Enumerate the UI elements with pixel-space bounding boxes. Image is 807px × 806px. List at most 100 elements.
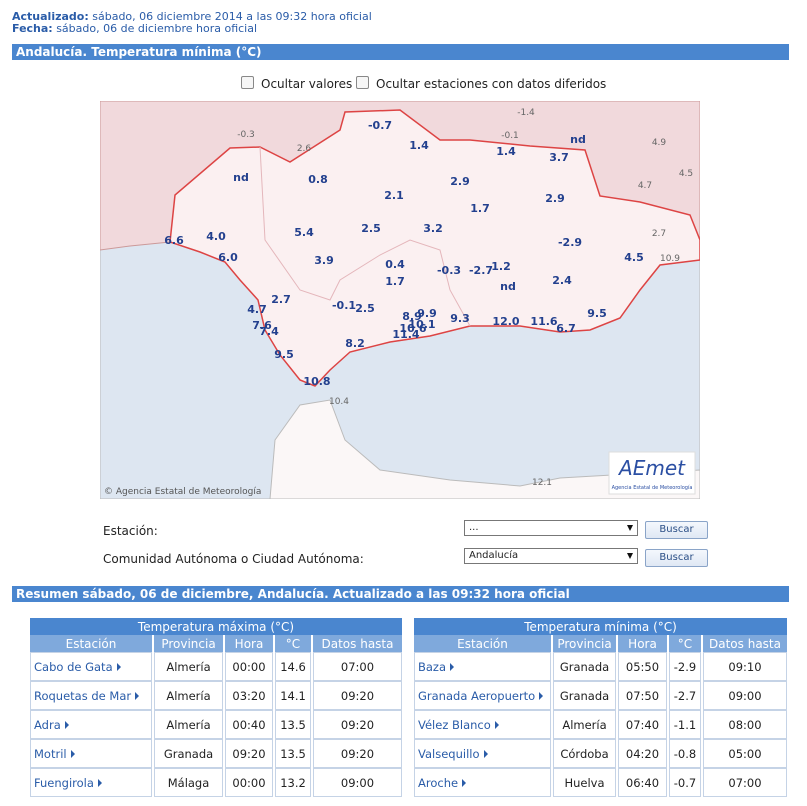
station-select[interactable]: ... xyxy=(464,520,638,536)
table-row: Adra Almería 00:40 13.5 09:20 xyxy=(30,710,402,739)
cell: 05:50 xyxy=(618,652,667,681)
table-title-row: Temperatura mínima (°C) xyxy=(414,618,787,635)
table-row: Fuengirola Málaga 00:00 13.2 09:00 xyxy=(30,768,402,797)
station-value: 3.9 xyxy=(314,254,334,267)
column-header: Datos hasta xyxy=(313,635,402,652)
station-value: 8.9 xyxy=(402,310,422,323)
station-value: 1.2 xyxy=(491,260,511,273)
search-button[interactable]: Buscar xyxy=(645,521,708,539)
other-value: -1.4 xyxy=(517,108,535,118)
station-value: 7.6 xyxy=(252,319,272,332)
table-title: Temperatura máxima (°C) xyxy=(30,618,402,635)
station-link[interactable]: Fuengirola xyxy=(30,768,152,797)
station-link[interactable]: Baza xyxy=(414,652,551,681)
cell: Málaga xyxy=(154,768,223,797)
header-row: Estación Provincia Hora °C Datos hasta xyxy=(414,635,787,652)
other-value: 2.7 xyxy=(652,229,666,239)
table-title-row: Temperatura máxima (°C) xyxy=(30,618,402,635)
updated-value: sábado, 06 diciembre 2014 a las 09:32 ho… xyxy=(92,10,372,23)
column-header: Provincia xyxy=(154,635,223,652)
station-value: 2.9 xyxy=(450,175,470,188)
region-select[interactable]: Andalucía xyxy=(464,548,638,564)
cell: Huelva xyxy=(553,768,616,797)
cell: 09:20 xyxy=(225,739,273,768)
station-link[interactable]: Motril xyxy=(30,739,152,768)
station-value: -2.9 xyxy=(558,236,582,249)
column-header: Hora xyxy=(618,635,667,652)
station-value: 12.0 xyxy=(492,315,519,328)
cell: 09:10 xyxy=(703,652,787,681)
summary-table: Temperatura mínima (°C) Estación Provincia… xyxy=(412,618,789,797)
station-value: 10.6 xyxy=(399,322,426,335)
other-value: -0.1 xyxy=(501,131,519,141)
station-value: 2.9 xyxy=(545,192,565,205)
station-value: 11.6 xyxy=(530,315,557,328)
station-value: 5.4 xyxy=(294,226,314,239)
cell: -1.1 xyxy=(669,710,701,739)
cell: Almería xyxy=(553,710,616,739)
cell: Granada xyxy=(553,681,616,710)
station-link[interactable]: Cabo de Gata xyxy=(30,652,152,681)
station-value: 9.3 xyxy=(450,312,470,325)
table-title: Temperatura mínima (°C) xyxy=(414,618,787,635)
station-value: 3.7 xyxy=(549,151,569,164)
option-label: Ocultar valores xyxy=(261,77,353,91)
cell: 14.1 xyxy=(275,681,311,710)
province-borders xyxy=(259,146,471,327)
cell: 09:00 xyxy=(703,681,787,710)
station-value: 2.4 xyxy=(552,274,572,287)
cell: 13.2 xyxy=(275,768,311,797)
header-row: Estación Provincia Hora °C Datos hasta xyxy=(30,635,402,652)
station-value: 6.6 xyxy=(164,234,184,247)
other-value: 10.4 xyxy=(329,397,349,407)
cell: -2.7 xyxy=(669,681,701,710)
logo-box xyxy=(608,451,696,495)
table-row: Aroche Huelva 06:40 -0.7 07:00 xyxy=(414,768,787,797)
station-value: -0.7 xyxy=(368,119,392,132)
station-value: 11.4 xyxy=(392,328,419,341)
station-link[interactable]: Valsequillo xyxy=(414,739,551,768)
station-link[interactable]: Vélez Blanco xyxy=(414,710,551,739)
summary-table: Temperatura máxima (°C) Estación Provincia… xyxy=(28,618,404,797)
table-row: Vélez Blanco Almería 07:40 -1.1 08:00 xyxy=(414,710,787,739)
cell: -0.8 xyxy=(669,739,701,768)
date-value: sábado, 06 de diciembre hora oficial xyxy=(56,22,258,35)
station-value: 1.7 xyxy=(385,275,405,288)
column-header: °C xyxy=(275,635,311,652)
station-value: 9.5 xyxy=(587,307,607,320)
station-value: 9.9 xyxy=(417,307,437,320)
search-button[interactable]: Buscar xyxy=(645,549,708,567)
other-value: -0.3 xyxy=(237,130,255,140)
option[interactable]: Ocultar valores xyxy=(241,76,352,91)
table-row: Granada Aeropuerto Granada 07:50 -2.7 09:00 xyxy=(414,681,787,710)
station-link[interactable]: Adra xyxy=(30,710,152,739)
table-row: Baza Granada 05:50 -2.9 09:10 xyxy=(414,652,787,681)
date-label: Fecha: xyxy=(12,22,53,35)
updated-label: Actualizado: xyxy=(12,10,89,23)
cell: 14.6 xyxy=(275,652,311,681)
station-value: 1.4 xyxy=(496,145,516,158)
cell: 06:40 xyxy=(618,768,667,797)
cell: 13.5 xyxy=(275,710,311,739)
station-link[interactable]: Roquetas de Mar xyxy=(30,681,152,710)
station-value: 0.8 xyxy=(308,173,328,186)
option[interactable]: Ocultar estaciones con datos diferidos xyxy=(356,76,606,91)
station-link[interactable]: Aroche xyxy=(414,768,551,797)
table-row: Cabo de Gata Almería 00:00 14.6 07:00 xyxy=(30,652,402,681)
station-value: nd xyxy=(233,171,249,184)
cell: 07:00 xyxy=(313,652,402,681)
station-label: Estación: xyxy=(103,524,158,538)
station-link[interactable]: Granada Aeropuerto xyxy=(414,681,551,710)
station-value: -0.3 xyxy=(437,264,461,277)
station-value: 4.0 xyxy=(206,230,226,243)
station-value: 6.0 xyxy=(218,251,238,264)
cell: 09:00 xyxy=(313,768,402,797)
station-value: -2.7 xyxy=(469,264,493,277)
station-value: 10.1 xyxy=(408,318,435,331)
column-header: Hora xyxy=(225,635,273,652)
station-value: 0.4 xyxy=(385,258,405,271)
cell: 09:20 xyxy=(313,681,402,710)
station-value: 1.7 xyxy=(470,202,490,215)
station-value: 7.4 xyxy=(259,325,279,338)
table-row: Valsequillo Córdoba 04:20 -0.8 05:00 xyxy=(414,739,787,768)
